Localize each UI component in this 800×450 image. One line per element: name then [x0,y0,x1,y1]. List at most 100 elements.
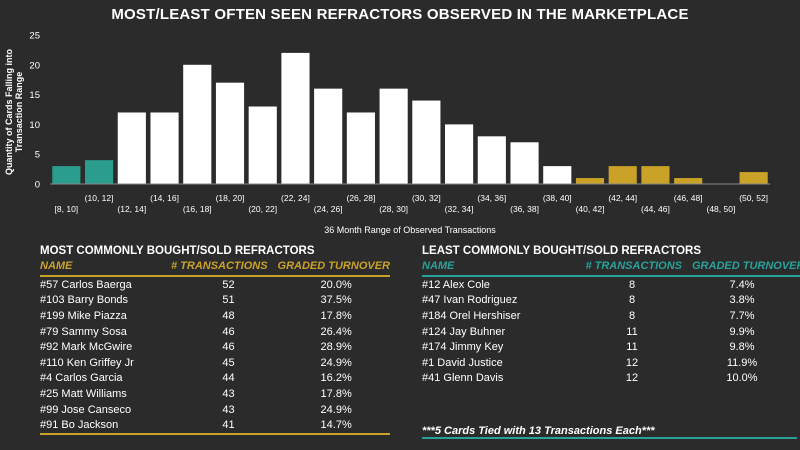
card-name: #174 Jimmy Key [422,341,504,354]
col-header-turnover: GRADED TURNOVER [692,260,800,272]
y-tick-label: 20 [29,60,40,71]
transaction-count: 43 [222,387,235,400]
y-tick-label: 15 [29,90,40,101]
bar [314,88,343,184]
transaction-count: 46 [222,341,235,354]
transaction-count: 41 [222,419,235,432]
col-header-turnover: GRADED TURNOVER [277,260,390,272]
x-axis-label: 36 Month Range of Observed Transactions [324,225,496,235]
col-header-transactions: # TRANSACTIONS [585,260,682,272]
table-row: #199 Mike Piazza 48 17.8% [40,308,390,324]
card-name: #79 Sammy Sosa [40,325,127,338]
table-row: #184 Orel Hershiser 8 7.7% [422,308,800,324]
x-tick-label: (12, 14] [117,204,146,214]
table-row: #110 Ken Griffey Jr 45 24.9% [40,355,390,371]
least-common-bottom-rule [422,437,797,439]
table-row: #1 David Justice 12 11.9% [422,355,800,371]
card-name: #92 Mark McGwire [40,341,133,354]
bar [85,160,114,184]
bar [379,88,408,184]
least-common-rows: #12 Alex Cole 8 7.4% #47 Ivan Rodriguez 8 3.8… [422,277,800,386]
bar [674,178,703,184]
y-tick-label: 10 [29,120,40,131]
least-common-heading: LEAST COMMONLY BOUGHT/SOLD REFRACTORS [422,245,701,257]
bar [412,100,441,184]
graded-turnover: 14.7% [320,419,352,432]
transaction-count: 52 [222,278,235,291]
least-common-table: LEAST COMMONLY BOUGHT/SOLD REFRACTORS NA… [422,245,800,439]
transaction-count: 12 [625,356,639,369]
bar [117,112,146,184]
bar [346,112,375,184]
table-row: #12 Alex Cole 8 7.4% [422,277,800,293]
bar [150,112,179,184]
card-name: #110 Ken Griffey Jr [40,356,134,369]
most-common-bottom-rule [40,432,390,435]
table-row: #174 Jimmy Key 11 9.8% [422,339,800,355]
table-row: #92 Mark McGwire 46 28.9% [40,339,390,355]
card-name: #57 Carlos Baerga [40,278,132,291]
x-tick-label: [8, 10] [55,204,79,214]
bar [608,166,637,184]
transaction-count: 11 [626,325,638,338]
bar [477,136,506,184]
x-tick-label: (14, 16] [150,193,179,203]
y-axis-label: Quantity of Cards Falling intoTransactio… [4,48,24,175]
x-tick-label: (30, 32] [412,193,441,203]
least-common-header-row: NAME # TRANSACTIONS GRADED TURNOVER [422,260,800,275]
x-tick-label: (46, 48] [674,193,703,203]
graded-turnover: 24.9% [320,356,352,369]
x-tick-label: (22, 24] [281,193,310,203]
x-tick-label: (18, 20] [216,193,245,203]
transaction-count: 12 [625,372,639,385]
graded-turnover: 20.0% [320,278,352,291]
bar [510,142,539,184]
bar [52,166,81,184]
card-name: #199 Mike Piazza [40,309,127,322]
y-tick-label: 0 [35,180,40,191]
x-tick-label: (28, 30] [379,204,408,214]
bar [281,52,310,184]
transaction-count: 44 [222,372,235,385]
graded-turnover: 7.4% [729,278,755,291]
card-name: #184 Orel Hershiser [422,309,521,322]
graded-turnover: 24.9% [320,403,352,416]
graded-turnover: 17.8% [320,387,352,400]
card-name: #91 Bo Jackson [40,419,119,432]
most-common-header-row: NAME # TRANSACTIONS GRADED TURNOVER [40,260,390,275]
x-tick-label: (20, 22] [248,204,277,214]
table-row: #4 Carlos Garcia 44 16.2% [40,371,390,387]
table-row: #91 Bo Jackson 41 14.7% [40,417,390,433]
transaction-count: 45 [222,356,235,369]
bar [248,106,277,184]
transaction-count: 8 [628,294,636,307]
table-row: #99 Jose Canseco 43 24.9% [40,402,390,418]
tie-note: ***5 Cards Tied with 13 Transactions Eac… [422,425,655,437]
bar [445,124,474,184]
transaction-count: 51 [222,294,235,307]
graded-turnover: 26.4% [320,325,352,338]
card-name: #25 Matt Williams [40,387,127,400]
card-name: #47 Ivan Rodriguez [422,294,518,307]
graded-turnover: 28.9% [320,341,352,354]
bar [575,178,605,184]
graded-turnover: 16.2% [320,372,352,385]
x-tick-label: (40, 42] [576,204,605,214]
most-common-table: MOST COMMONLY BOUGHT/SOLD REFRACTORS NAM… [40,245,390,435]
transaction-count: 8 [628,278,636,291]
most-common-header-rule [40,275,390,277]
x-tick-label: (50, 52] [739,193,768,203]
x-tick-label: (32, 34] [445,204,474,214]
graded-turnover: 9.8% [729,341,755,354]
y-tick-label: 25 [29,31,40,42]
table-row: #57 Carlos Baerga 52 20.0% [40,277,390,293]
x-tick-label: (42, 44] [608,193,637,203]
table-row: #47 Ivan Rodriguez 8 3.8% [422,293,800,309]
card-name: #4 Carlos Garcia [40,372,123,385]
table-row: #79 Sammy Sosa 46 26.4% [40,324,390,340]
card-name: #124 Jay Buhner [422,325,506,338]
bar [739,172,768,184]
graded-turnover: 7.7% [729,309,755,322]
bar [543,166,572,184]
col-header-name: NAME [40,260,73,272]
